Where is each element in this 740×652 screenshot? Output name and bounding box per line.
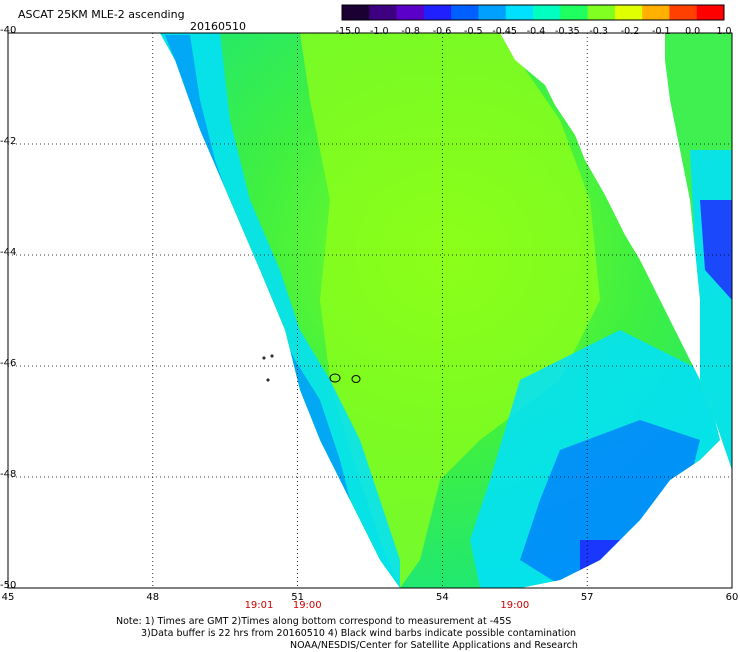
footer-note-2: 3)Data buffer is 22 hrs from 20160510 4)… [141,628,577,639]
colorbar-segment [396,5,425,20]
time-label: 19:01 [244,600,274,611]
lon-label: 45 [1,592,15,603]
map-title: ASCAT 25KM MLE-2 ascending [18,8,185,21]
colorbar-label: -1.0 [370,26,389,37]
lat-lon-grid [8,33,732,588]
colorbar-label: -0.35 [555,26,580,37]
colorbar-segment [642,5,670,20]
lat-label: -48 [0,469,17,480]
colorbar [341,4,725,21]
colorbar-frame [341,4,725,21]
colorbar-segment [478,5,507,20]
time-label: 19:00 [292,600,322,611]
colorbar-segment [696,5,725,20]
colorbar-label: -0.5 [464,26,483,37]
colorbar-segment [587,5,616,20]
colorbar-segment [669,5,698,20]
colorbar-segment [369,5,398,20]
footer-note-1: Note: 1) Times are GMT 2)Times along bot… [116,616,512,627]
colorbar-label: 0.0 [685,26,701,37]
colorbar-segment [560,5,589,20]
swath-main [160,33,720,588]
lat-label: -50 [0,580,17,591]
lat-label: -40 [0,25,17,36]
time-label: 19:00 [500,600,530,611]
colorbar-segment [451,5,479,20]
colorbar-label: -15.0 [335,26,361,37]
lon-label: 51 [291,592,304,603]
lon-label: 48 [146,592,160,603]
colorbar-label: 1.0 [716,26,732,37]
colorbar-label: -0.2 [620,26,640,37]
colorbar-label: -0.8 [401,26,420,37]
lat-label: -46 [0,358,17,369]
colorbar-segment [614,5,643,20]
colorbar-segment [423,5,452,20]
lon-label: 57 [580,592,594,603]
colorbar-segment [342,5,370,20]
colorbar-label: -0.45 [492,26,517,37]
lat-label: -44 [0,247,17,258]
footer-credit: NOAA/NESDIS/Center for Satellite Applica… [290,640,578,651]
colorbar-label: -0.4 [526,26,546,37]
colorbar-label: -0.1 [652,26,671,37]
lon-label: 60 [725,592,739,603]
map-date: 20160510 [190,20,246,33]
colorbar-label: -0.6 [432,26,452,37]
lon-label: 54 [436,592,449,603]
island-outlines [262,354,361,383]
colorbar-label: -0.3 [589,26,608,37]
lat-label: -42 [0,136,17,147]
plot-frame [7,32,733,589]
colorbar-segment [505,5,534,20]
colorbar-segment [533,5,561,20]
